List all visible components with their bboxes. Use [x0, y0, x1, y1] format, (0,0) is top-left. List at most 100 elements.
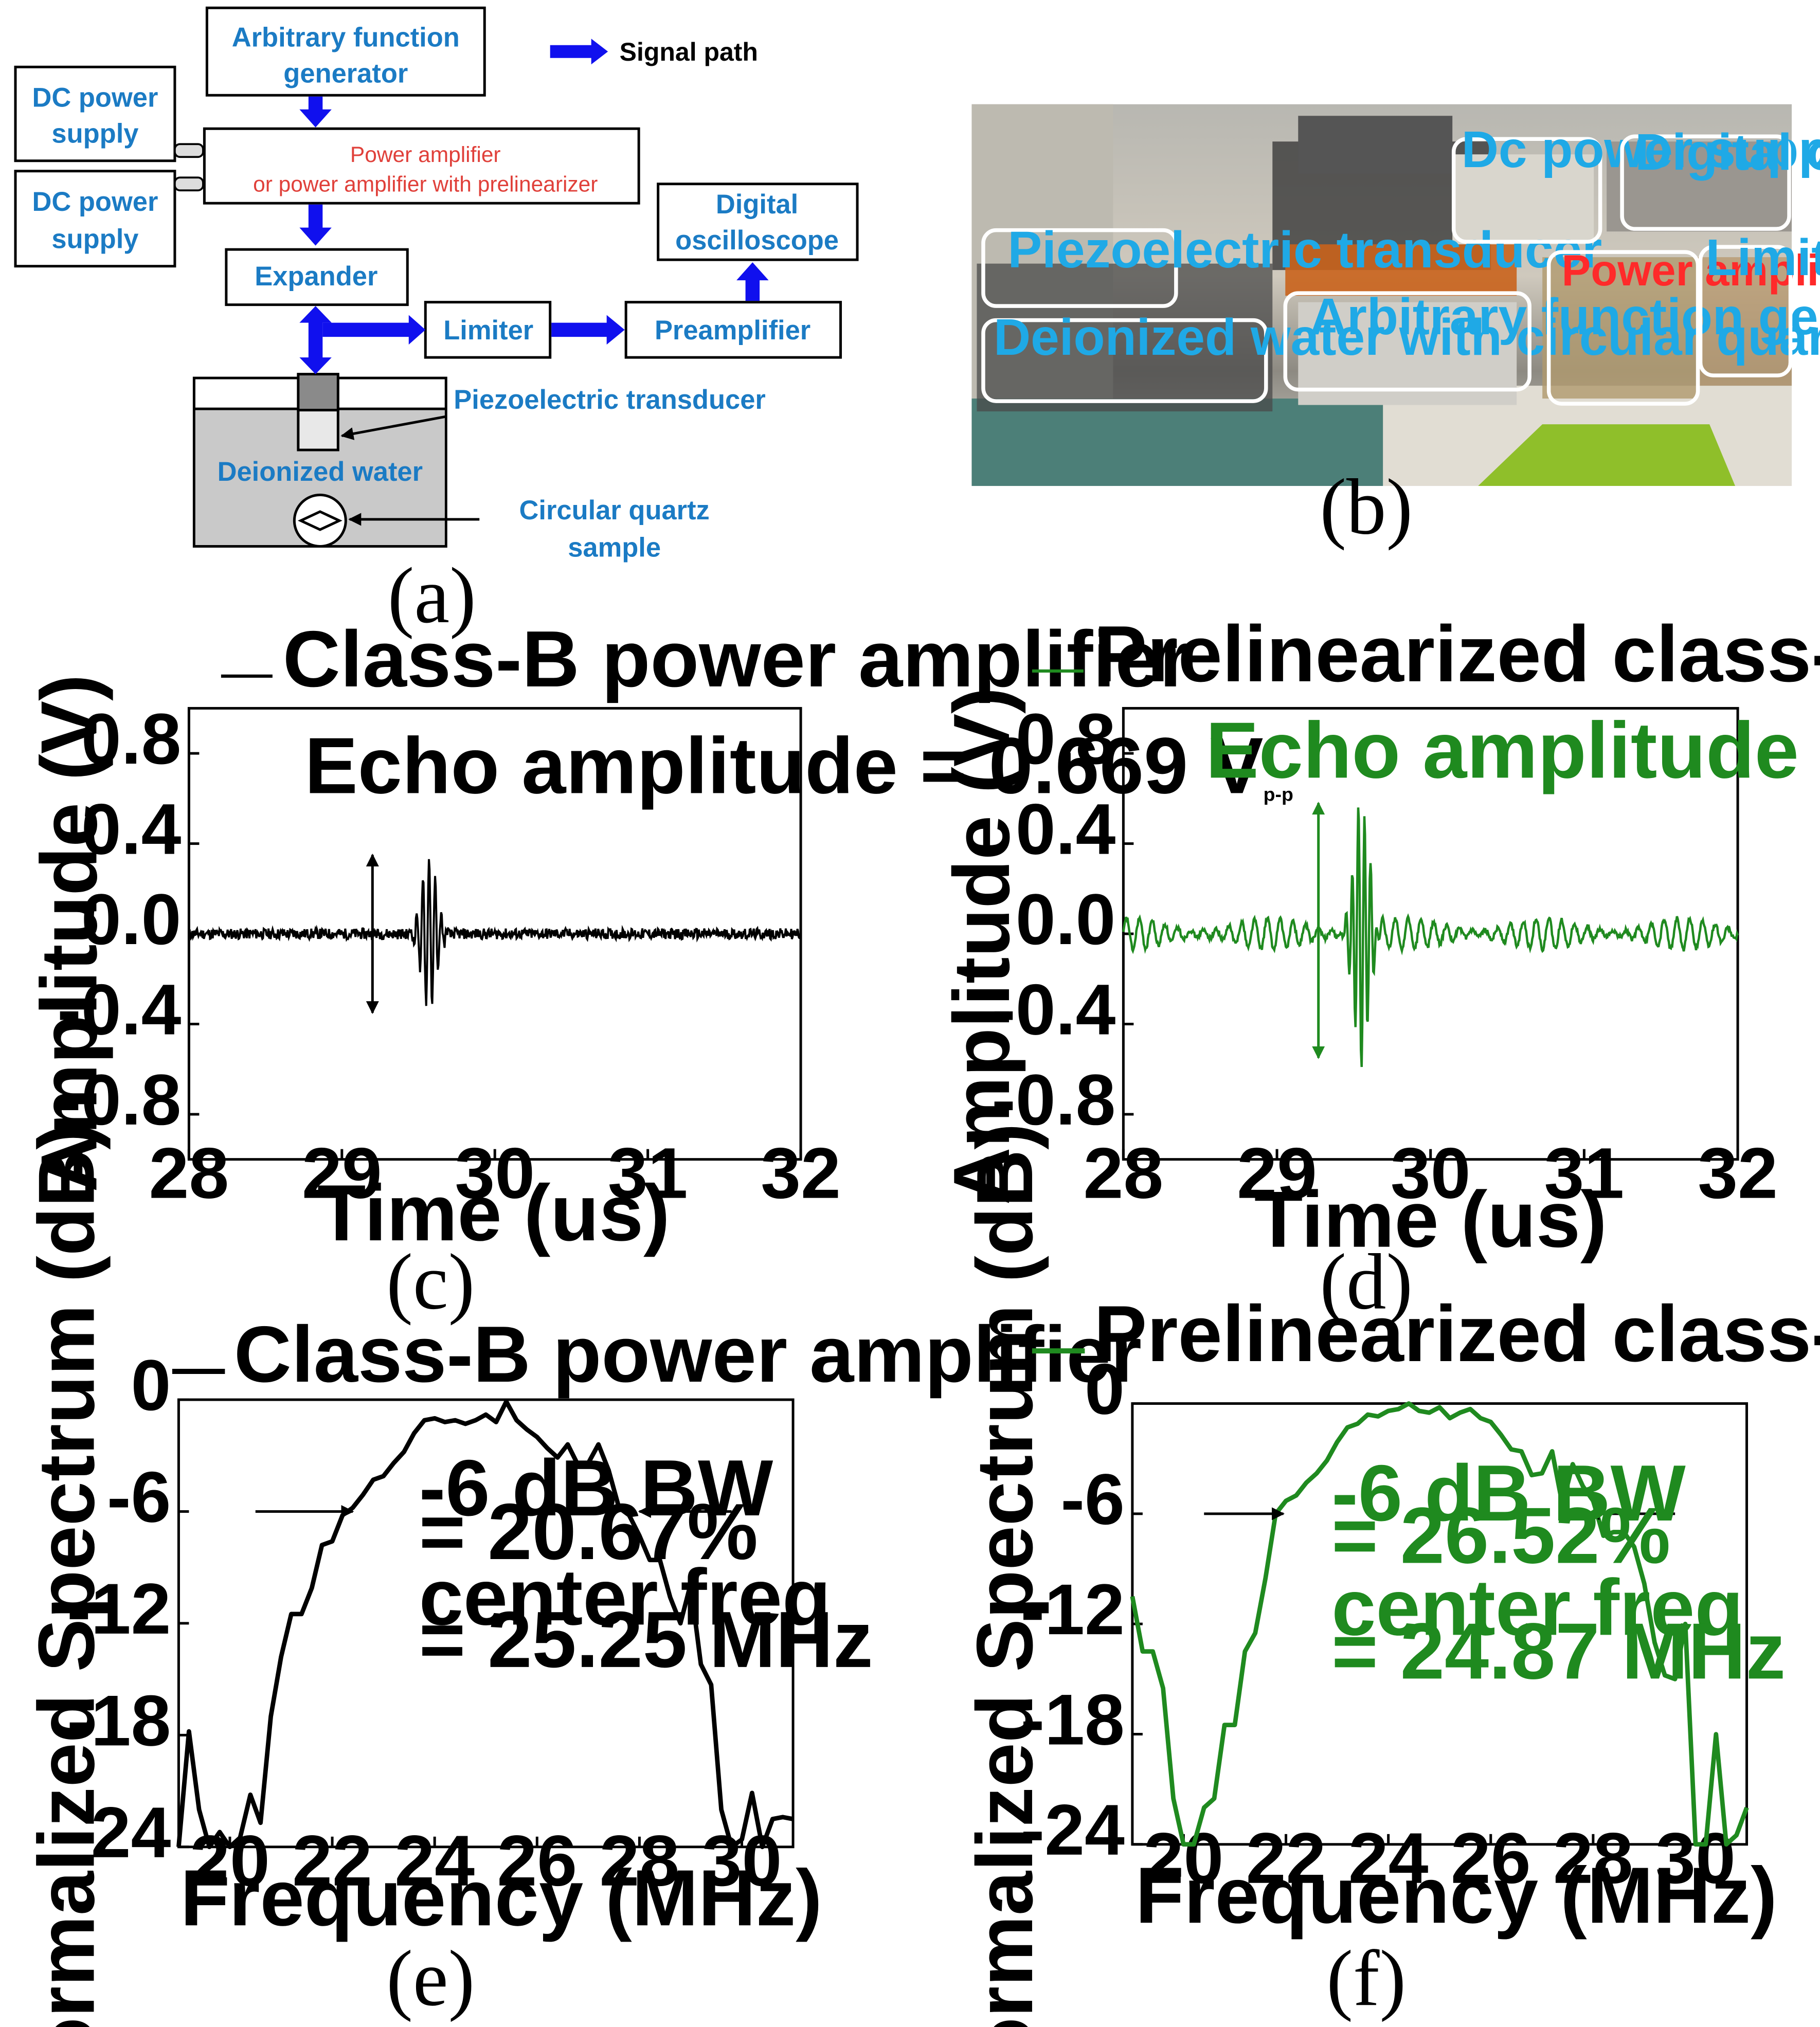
xtick-label: 20	[1144, 1818, 1224, 1898]
piezo-label: Piezoelectric transducer	[454, 385, 766, 415]
caption-a: (a)	[388, 551, 476, 640]
photo-water-label: Deionized water with circular quartz sam…	[994, 309, 1820, 366]
photo-dc-label: Dc power supply	[1462, 121, 1820, 178]
chart-c-ylabel: Amplitude (V)	[24, 674, 113, 1192]
photo-amp-label: Power amplifiers with pre-linearizer	[1562, 246, 1820, 295]
xtick-label: 28	[1553, 1818, 1633, 1898]
xtick-label: 24	[394, 1820, 475, 1901]
preamplifier-block: Preamplifier	[624, 301, 842, 359]
chart-e-xticks: 20 22 24 26 28 30	[190, 1820, 782, 1901]
caption-c: (c)	[386, 1238, 475, 1326]
caption-b: (b)	[1320, 463, 1413, 551]
ytick-label: -12	[67, 1568, 171, 1649]
caption-f: (f)	[1326, 1934, 1406, 2022]
caption-d: (d)	[1320, 1238, 1413, 1326]
amp-label-line2: or power amplifier with prelinearizer	[253, 173, 598, 197]
photo-limiter-label: Limiter + Pre-amplifier	[1706, 229, 1820, 286]
chart-e-ann-1: -6 dB BW	[419, 1443, 773, 1532]
xtick-label: 28	[1084, 1133, 1164, 1214]
ytick-label: -18	[1021, 1679, 1125, 1760]
chart-d-ylabel: Amplitude (V)	[937, 687, 1026, 1205]
dc2-label-line1: DC power	[32, 187, 158, 217]
dc-supply-1: DC power supply	[14, 65, 176, 162]
ytick-label: -0.4	[57, 969, 181, 1049]
ytick-label: -0.8	[57, 1059, 181, 1140]
chart-e-ylabel: Normalized Spectrum (dB)	[22, 1123, 111, 2027]
chart-c-xlabel: Time (us)	[317, 1168, 670, 1257]
ytick-label: 0.8	[1016, 698, 1116, 779]
chart-f-ann-2: = 26.52%	[1331, 1491, 1670, 1580]
chart-c-time-domain: Class-B power amplifier Echo amplitude =…	[24, 614, 1293, 1326]
ytick-label: 0.8	[81, 698, 182, 779]
xtick-label: 30	[1391, 1133, 1471, 1214]
chart-f-xlabel: Frequency (MHz)	[1136, 1851, 1777, 1940]
chart-d-xlabel: Time (us)	[1254, 1175, 1607, 1264]
chart-c-trace	[188, 859, 802, 1006]
chart-c-legend: Class-B power amplifier	[283, 614, 1191, 703]
chart-d-time-domain: Prelinearized class-B power amplifier Ec…	[937, 609, 1820, 1326]
xtick-label: 22	[1246, 1818, 1326, 1898]
power-amplifier-block: Power amplifier or power amplifier with …	[203, 127, 640, 205]
arrow-amp-to-expander	[299, 204, 332, 246]
preamplifier-label: Preamplifier	[655, 315, 810, 346]
chart-d-trace	[1122, 807, 1739, 1067]
afg-block: Arbitrary function generator	[205, 6, 486, 97]
xtick-label: 20	[190, 1820, 270, 1901]
piezo-pointer-arrow	[340, 415, 446, 440]
ytick-label: 0	[131, 1345, 171, 1425]
limiter-label: Limiter	[443, 315, 533, 346]
ytick-label: -6	[1060, 1459, 1124, 1540]
photo-afg-label: Arbitrary function generator	[1310, 288, 1820, 346]
xtick-label: 26	[497, 1820, 577, 1901]
chart-f-ylabel: Normalized Spectrum (dB)	[960, 1123, 1049, 2027]
dc-supply-2: DC power supply	[14, 170, 176, 268]
dc-connector-2	[174, 176, 204, 192]
arrow-preamp-to-osc	[736, 262, 769, 301]
chart-e-yticks: 0 -6 -12 -18 -24	[67, 1345, 189, 1873]
ytick-label: 0.0	[81, 879, 182, 960]
ytick-label: -6	[107, 1456, 171, 1537]
ytick-label: 0.0	[1016, 879, 1116, 960]
ytick-label: 0.4	[81, 789, 182, 870]
chart-f-ann-1: -6 dB BW	[1331, 1449, 1686, 1537]
transducer-bottom-icon	[297, 409, 339, 451]
chart-e-spectrum: Class-B power amplifier 0 -6 -12 -18 -24 20 2…	[22, 1123, 1141, 2027]
xtick-label: 32	[761, 1133, 841, 1214]
xtick-label: 31	[1544, 1133, 1625, 1214]
ytick-label: 0	[1085, 1349, 1125, 1429]
chart-d-yticks: 0.8 0.4 0.0 -0.4 -0.8	[992, 698, 1134, 1140]
chart-c-yticks: 0.8 0.4 0.0 -0.4 -0.8	[57, 698, 200, 1140]
xtick-label: 32	[1698, 1133, 1778, 1214]
chart-e-trace	[176, 1399, 794, 1850]
arrow-expander-transducer	[299, 306, 332, 374]
chart-c-annotation: Echo amplitude = 0.669 Vp-p	[304, 721, 1293, 810]
ytick-label: -0.8	[992, 1059, 1115, 1140]
limiter-block: Limiter	[424, 301, 552, 359]
xtick-label: 29	[302, 1133, 382, 1214]
chart-f-xticks: 20 22 24 26 28 30	[1144, 1818, 1736, 1898]
xtick-label: 28	[600, 1820, 680, 1901]
chart-d-annotation: Echo amplitude = 1.139 Vp-p	[1205, 705, 1820, 794]
chart-d-legend: Prelinearized class-B power amplifier	[1094, 609, 1820, 698]
dc1-label-line2: supply	[51, 119, 138, 149]
photo-piezo-label: Piezoelectric transducer	[1007, 221, 1602, 279]
caption-e: (e)	[386, 1934, 475, 2022]
signal-path-legend: Signal path	[550, 38, 758, 66]
chart-e-ann-4: = 25.25 MHz	[419, 1595, 873, 1684]
arrow-afg-to-amp	[299, 96, 332, 128]
chart-c-xticks: 28 29 30 31 32	[149, 1133, 841, 1214]
quartz-label-line2: sample	[568, 533, 661, 563]
chart-f-legend: Prelinearized class-B power amplifier	[1094, 1289, 1820, 1378]
xtick-label: 29	[1237, 1133, 1317, 1214]
afg-label-line1: Arbitrary function	[232, 22, 460, 52]
chart-e-ann-2: = 20.67%	[419, 1487, 758, 1576]
signal-arrows	[299, 96, 769, 374]
water-label: Deionized water	[218, 457, 423, 487]
expander-label: Expander	[255, 261, 377, 292]
arrow-to-limiter	[322, 315, 426, 345]
legend-arrow-icon	[550, 39, 608, 65]
xtick-label: 30	[455, 1133, 535, 1214]
amp-label-line1: Power amplifier	[350, 143, 501, 167]
quartz-label-line1: Circular quartz	[519, 495, 710, 526]
